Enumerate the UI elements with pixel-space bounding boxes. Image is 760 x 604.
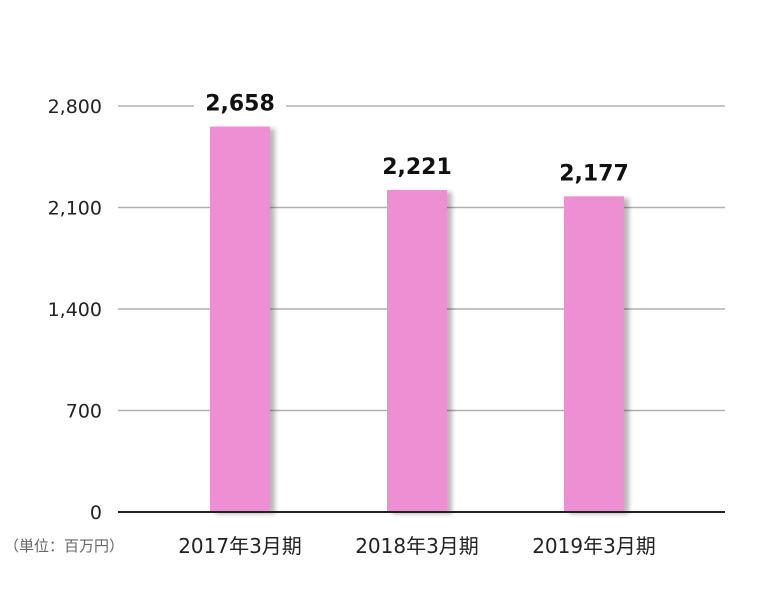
y-tick-label: 0 xyxy=(90,502,102,524)
unit-label: （単位：百万円） xyxy=(4,537,124,555)
bar-value-label: 2,658 xyxy=(205,92,275,117)
x-category-label: 2017年3月期 xyxy=(178,534,302,558)
data-label-backdrop xyxy=(194,88,286,119)
bar xyxy=(387,189,447,512)
bars xyxy=(210,126,624,512)
y-tick-label: 2,100 xyxy=(48,198,102,220)
data-label-backdrop xyxy=(548,158,640,189)
data-label-backdrop xyxy=(371,151,463,182)
x-category-label: 2019年3月期 xyxy=(532,534,656,558)
x-category-label: 2018年3月期 xyxy=(355,534,479,558)
bar-value-label: 2,221 xyxy=(382,155,452,180)
labels: 0 700 1,400 2,100 2,800 2,658 2017年3月期 2,221 201… xyxy=(4,88,656,558)
bar xyxy=(210,126,270,512)
y-tick-label: 1,400 xyxy=(48,299,102,321)
y-tick-label: 700 xyxy=(66,401,102,423)
bar-value-label: 2,177 xyxy=(559,161,629,186)
bar xyxy=(564,196,624,512)
y-tick-label: 2,800 xyxy=(48,96,102,118)
